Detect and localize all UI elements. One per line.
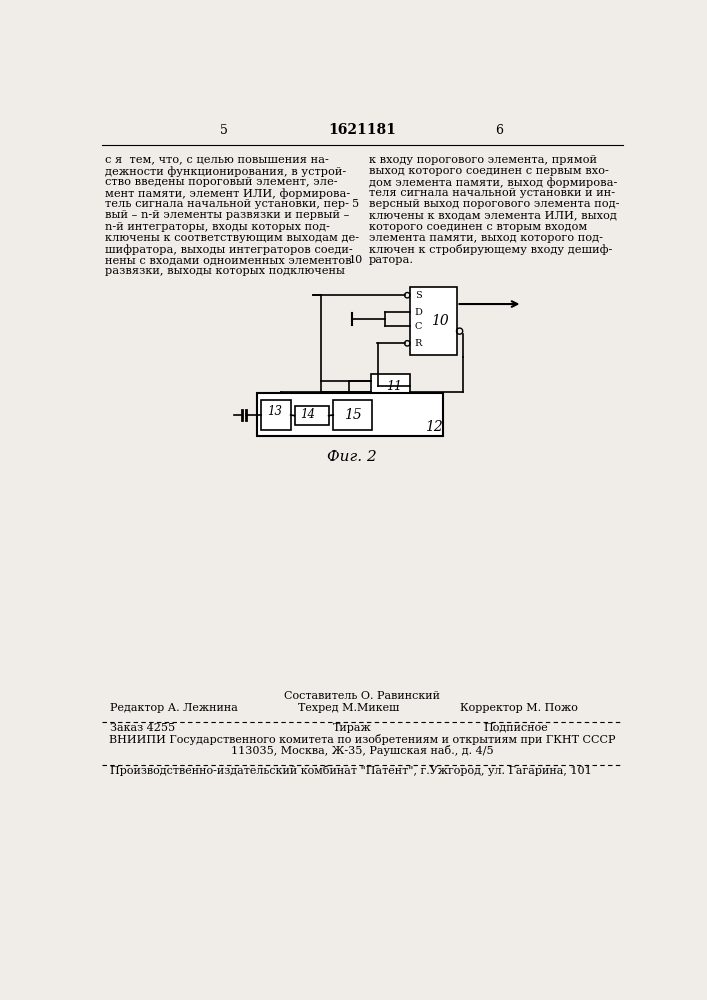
Text: 5: 5 [220, 124, 228, 137]
Bar [333, 400, 372, 430]
Text: нены с входами одноименных элементов: нены с входами одноименных элементов [105, 255, 352, 265]
Text: шифратора, выходы интеграторов соеди-: шифратора, выходы интеграторов соеди- [105, 244, 354, 255]
Text: n-й интеграторы, входы которых под-: n-й интеграторы, входы которых под- [105, 222, 330, 232]
Text: к входу порогового элемента, прямой: к входу порогового элемента, прямой [369, 155, 597, 165]
Text: Редактор А. Лежнина: Редактор А. Лежнина [110, 703, 238, 713]
Text: Составитель О. Равинский: Составитель О. Равинский [284, 691, 440, 701]
Text: C: C [414, 322, 422, 331]
Bar [257, 393, 443, 436]
Text: D: D [414, 308, 423, 317]
Text: 10: 10 [349, 255, 363, 265]
Text: Подписное: Подписное [484, 723, 549, 733]
Text: Техред М.Микеш: Техред М.Микеш [298, 703, 399, 713]
Text: которого соединен с вторым входом: которого соединен с вторым входом [369, 222, 588, 232]
Text: 11: 11 [386, 380, 402, 393]
Text: ратора.: ратора. [369, 255, 414, 265]
Text: ключены к соответствующим выходам де-: ключены к соответствующим выходам де- [105, 233, 360, 243]
Bar [371, 374, 410, 399]
Text: 13: 13 [267, 405, 282, 418]
Text: 6: 6 [495, 124, 503, 137]
Text: S: S [414, 291, 421, 300]
Text: вый – n-й элементы развязки и первый –: вый – n-й элементы развязки и первый – [105, 210, 350, 220]
Text: Корректор М. Пожо: Корректор М. Пожо [460, 703, 578, 713]
Bar [295, 406, 329, 425]
Text: мент памяти, элемент ИЛИ, формирова-: мент памяти, элемент ИЛИ, формирова- [105, 188, 351, 199]
Text: тель сигнала начальной установки, пер-: тель сигнала начальной установки, пер- [105, 199, 349, 209]
Text: 14: 14 [300, 408, 315, 421]
Text: Заказ 4255: Заказ 4255 [110, 723, 175, 733]
Text: ключены к входам элемента ИЛИ, выход: ключены к входам элемента ИЛИ, выход [369, 210, 617, 220]
Text: 5: 5 [352, 199, 359, 209]
Text: Фиг. 2: Фиг. 2 [327, 450, 377, 464]
Text: развязки, выходы которых подключены: развязки, выходы которых подключены [105, 266, 346, 276]
Text: элемента памяти, выход которого под-: элемента памяти, выход которого под- [369, 233, 603, 243]
Text: выход которого соединен с первым вхо-: выход которого соединен с первым вхо- [369, 166, 609, 176]
Bar [410, 287, 457, 355]
Text: 113035, Москва, Ж-35, Раушская наб., д. 4/5: 113035, Москва, Ж-35, Раушская наб., д. … [230, 745, 493, 756]
Text: ключен к стробирующему входу дешиф-: ключен к стробирующему входу дешиф- [369, 244, 612, 255]
Text: 12: 12 [425, 420, 443, 434]
Text: 10: 10 [431, 314, 449, 328]
Text: дежности функционирования, в устрой-: дежности функционирования, в устрой- [105, 166, 346, 177]
Text: 1621181: 1621181 [328, 123, 396, 137]
Text: 15: 15 [344, 408, 361, 422]
Text: Тираж: Тираж [332, 723, 371, 733]
Text: R: R [414, 339, 422, 348]
Text: дом элемента памяти, выход формирова-: дом элемента памяти, выход формирова- [369, 177, 617, 188]
Text: ство введены пороговый элемент, эле-: ство введены пороговый элемент, эле- [105, 177, 338, 187]
Text: теля сигнала начальной установки и ин-: теля сигнала начальной установки и ин- [369, 188, 615, 198]
Text: Производственно-издательский комбинат "Патент", г.Ужгород, ул. Гагарина, 101: Производственно-издательский комбинат "П… [110, 765, 592, 776]
Text: ВНИИПИ Государственного комитета по изобретениям и открытиям при ГКНТ СССР: ВНИИПИ Государственного комитета по изоб… [109, 734, 615, 745]
Text: версный выход порогового элемента под-: версный выход порогового элемента под- [369, 199, 619, 209]
Text: с я  тем, что, с целью повышения на-: с я тем, что, с целью повышения на- [105, 155, 329, 165]
Bar [261, 400, 291, 430]
